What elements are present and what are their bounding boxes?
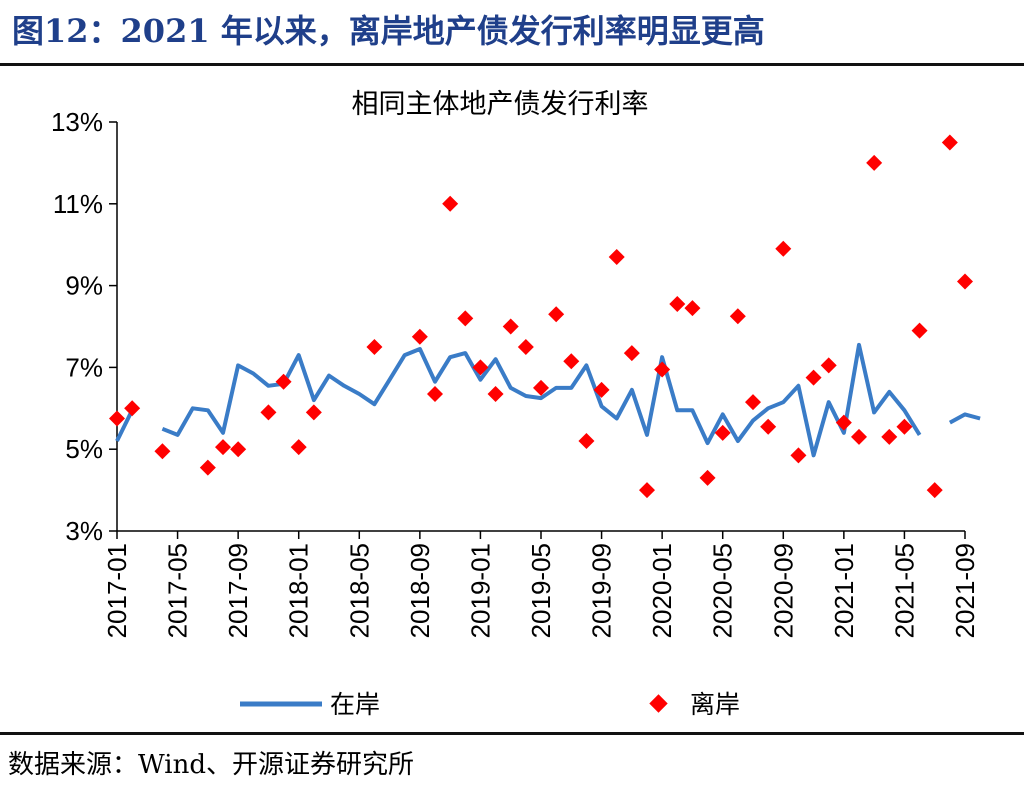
y-tick-label: 13% (51, 107, 103, 137)
legend-label-offshore: 离岸 (690, 690, 740, 719)
offshore-point (745, 394, 761, 411)
plot-area (109, 134, 981, 499)
offshore-point (957, 273, 973, 290)
offshore-point (805, 369, 822, 386)
offshore-point (366, 338, 383, 355)
offshore-point (517, 338, 534, 355)
figure-title: 图12：2021 年以来，离岸地产债发行利率明显更高 (12, 12, 765, 50)
x-tick-label: 2021-01 (829, 543, 859, 638)
top-rule (0, 63, 1024, 66)
x-tick-label: 2018-09 (405, 543, 435, 638)
y-axis: 3% 5% 7% 9% 11% 13% (51, 107, 118, 546)
offshore-point (124, 400, 141, 417)
source-note: 数据来源：Wind、开源证券研究所 (8, 750, 414, 780)
x-tick-label: 2020-05 (708, 543, 738, 638)
offshore-point (775, 240, 792, 257)
offshore-point (290, 439, 307, 456)
offshore-point (305, 404, 322, 421)
chart: 相同主体地产债发行利率 3%5%7%9%11%13% 2017-01 2017-0… (51, 89, 981, 719)
offshore-point (911, 322, 928, 339)
offshore-point (260, 404, 277, 421)
offshore-point (835, 414, 852, 431)
y-tick-label: 11% (53, 189, 103, 219)
offshore-point (714, 424, 731, 441)
bottom-rule (0, 732, 1024, 735)
x-tick-label: 2017-09 (223, 543, 253, 638)
offshore-point (411, 328, 428, 345)
onshore-line-segment (115, 409, 134, 442)
offshore-point (593, 381, 610, 398)
offshore-point (548, 306, 565, 323)
offshore-point (154, 443, 171, 460)
offshore-point (533, 379, 549, 396)
x-axis: 2017-01 2017-05 2017-09 2018-01 2018-05 2018-… (102, 530, 980, 638)
offshore-point (215, 439, 231, 456)
x-tick-label: 2021-09 (950, 543, 980, 638)
offshore-point (699, 469, 716, 486)
chart-title: 相同主体地产债发行利率 (352, 89, 649, 120)
offshore-point (608, 248, 625, 265)
offshore-point (457, 310, 474, 327)
legend: 在岸 离岸 (240, 690, 740, 719)
offshore-point (896, 418, 913, 435)
x-tick-label: 2017-01 (102, 543, 132, 638)
legend-label-onshore: 在岸 (330, 690, 380, 719)
offshore-point (442, 195, 459, 212)
y-tick-label: 5% (65, 434, 103, 464)
offshore-point (654, 361, 671, 378)
offshore-point (199, 459, 216, 476)
x-tick-label: 2020-01 (647, 543, 677, 638)
offshore-point (790, 447, 807, 464)
offshore-point (472, 359, 489, 376)
x-tick-label: 2019-05 (526, 543, 556, 638)
offshore-point (487, 385, 504, 402)
offshore-point (669, 296, 686, 313)
offshore-point (866, 154, 883, 171)
offshore-point (563, 353, 580, 370)
offshore-point (941, 134, 958, 151)
legend-diamond-swatch (649, 694, 668, 713)
x-tick-label: 2018-05 (344, 543, 374, 638)
offshore-point (502, 318, 519, 335)
y-tick-label: 3% (65, 516, 103, 546)
x-tick-label: 2017-05 (163, 543, 193, 638)
offshore-point (230, 441, 247, 458)
offshore-point (729, 308, 746, 325)
x-tick-label: 2021-05 (889, 543, 919, 638)
onshore-line-segment (161, 342, 922, 458)
x-tick-label: 2020-09 (768, 543, 798, 638)
offshore-point (851, 428, 867, 445)
offshore-point (623, 345, 640, 362)
x-tick-label: 2019-01 (465, 543, 495, 638)
offshore-point (926, 482, 943, 499)
x-tick-label: 2018-01 (284, 543, 314, 638)
offshore-point (427, 385, 443, 402)
offshore-point (639, 482, 655, 499)
offshore-point (881, 428, 898, 445)
offshore-point (275, 373, 292, 390)
x-tick-label: 2019-09 (587, 543, 617, 638)
offshore-point (109, 410, 125, 427)
offshore-point (684, 300, 701, 317)
offshore-point (578, 433, 595, 450)
y-tick-label: 9% (65, 271, 103, 301)
y-tick-label: 7% (65, 352, 103, 382)
offshore-point (820, 357, 837, 374)
offshore-point (760, 418, 777, 435)
onshore-line-segment (948, 412, 981, 425)
